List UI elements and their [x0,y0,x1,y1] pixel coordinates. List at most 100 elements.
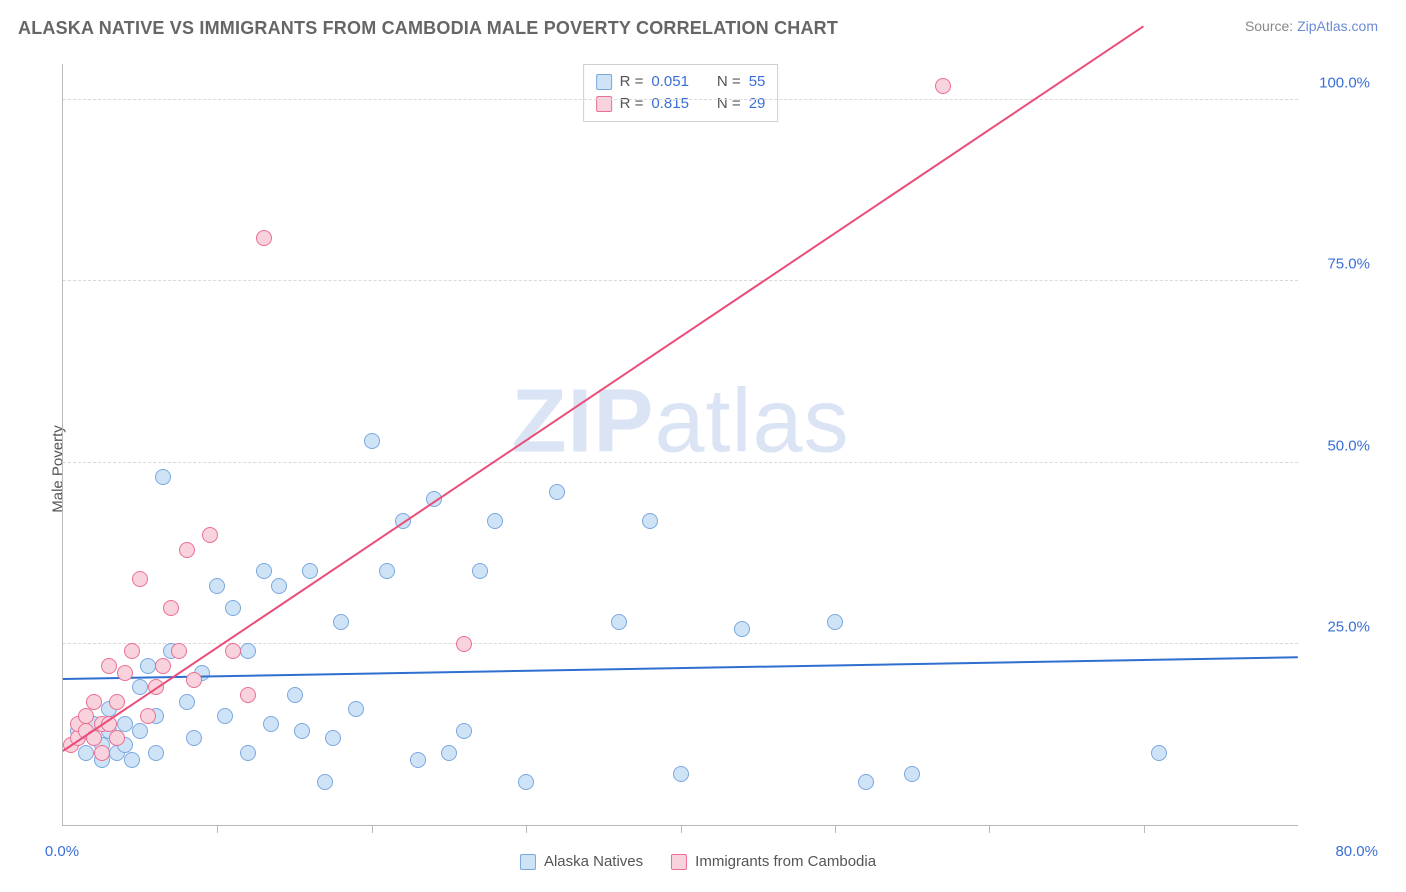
watermark: ZIPatlas [511,370,849,473]
scatter-point [163,600,179,616]
scatter-point [186,730,202,746]
scatter-point [263,716,279,732]
r-value: 0.051 [651,71,689,93]
watermark-light: atlas [654,371,849,471]
scatter-point [94,745,110,761]
scatter-point [225,600,241,616]
trend-line [63,656,1298,680]
scatter-point [364,433,380,449]
legend-label: Alaska Natives [544,853,643,870]
r-label: R = [620,71,644,93]
x-tick [372,825,373,833]
scatter-point [155,469,171,485]
legend-item: Alaska Natives [520,853,643,870]
scatter-point [456,636,472,652]
gridline [63,462,1298,463]
x-tick [681,825,682,833]
scatter-point [179,542,195,558]
scatter-point [827,614,843,630]
stats-legend-row: R = 0.051 N = 55 [596,71,766,93]
scatter-point [78,745,94,761]
scatter-point [472,563,488,579]
scatter-point [109,730,125,746]
scatter-point [132,571,148,587]
y-tick-label: 50.0% [1306,437,1370,454]
scatter-point [271,578,287,594]
chart-title: ALASKA NATIVE VS IMMIGRANTS FROM CAMBODI… [18,18,838,39]
y-tick-label: 75.0% [1306,256,1370,273]
scatter-point [673,766,689,782]
n-label: N = [717,93,741,115]
scatter-point [256,563,272,579]
scatter-point [202,527,218,543]
scatter-point [140,658,156,674]
scatter-point [124,752,140,768]
legend-swatch [520,854,536,870]
scatter-point [225,643,241,659]
scatter-point [86,694,102,710]
scatter-point [109,694,125,710]
scatter-point [256,230,272,246]
legend-item: Immigrants from Cambodia [671,853,876,870]
stats-legend-row: R = 0.815 N = 29 [596,93,766,115]
x-axis-max-label: 80.0% [1335,843,1378,860]
n-value: 55 [749,71,766,93]
scatter-point [132,723,148,739]
scatter-point [186,672,202,688]
scatter-point [155,658,171,674]
scatter-point [549,484,565,500]
y-tick-label: 25.0% [1306,618,1370,635]
scatter-point [217,708,233,724]
scatter-point [148,745,164,761]
scatter-point [171,643,187,659]
scatter-point [302,563,318,579]
source-link[interactable]: ZipAtlas.com [1297,18,1378,34]
scatter-point [518,774,534,790]
n-value: 29 [749,93,766,115]
plot-area: ZIPatlas R = 0.051N = 55R = 0.815N = 29 … [62,64,1298,826]
source-line: Source: ZipAtlas.com [1245,18,1378,34]
scatter-point [117,716,133,732]
gridline [63,280,1298,281]
x-tick [835,825,836,833]
scatter-point [240,745,256,761]
x-tick [217,825,218,833]
scatter-point [117,665,133,681]
scatter-point [179,694,195,710]
scatter-point [317,774,333,790]
scatter-point [410,752,426,768]
series-legend: Alaska Natives Immigrants from Cambodia [520,853,876,870]
x-tick [1144,825,1145,833]
scatter-point [101,658,117,674]
y-tick-label: 100.0% [1306,75,1370,92]
x-tick [526,825,527,833]
x-tick [989,825,990,833]
scatter-point [325,730,341,746]
scatter-point [487,513,503,529]
legend-swatch [671,854,687,870]
scatter-point [379,563,395,579]
scatter-point [124,643,140,659]
scatter-point [140,708,156,724]
scatter-point [294,723,310,739]
gridline [63,99,1298,100]
r-label: R = [620,93,644,115]
x-axis-min-label: 0.0% [45,843,79,860]
scatter-point [935,78,951,94]
scatter-point [611,614,627,630]
n-label: N = [717,71,741,93]
stats-legend: R = 0.051 N = 55 R = 0.815 N = 29 [583,64,779,122]
scatter-point [287,687,303,703]
scatter-point [78,708,94,724]
watermark-bold: ZIP [511,371,654,471]
legend-swatch [596,74,612,90]
scatter-point [240,687,256,703]
scatter-point [734,621,750,637]
scatter-point [456,723,472,739]
scatter-point [441,745,457,761]
legend-label: Immigrants from Cambodia [695,853,876,870]
scatter-point [209,578,225,594]
scatter-point [642,513,658,529]
scatter-point [348,701,364,717]
r-value: 0.815 [651,93,689,115]
